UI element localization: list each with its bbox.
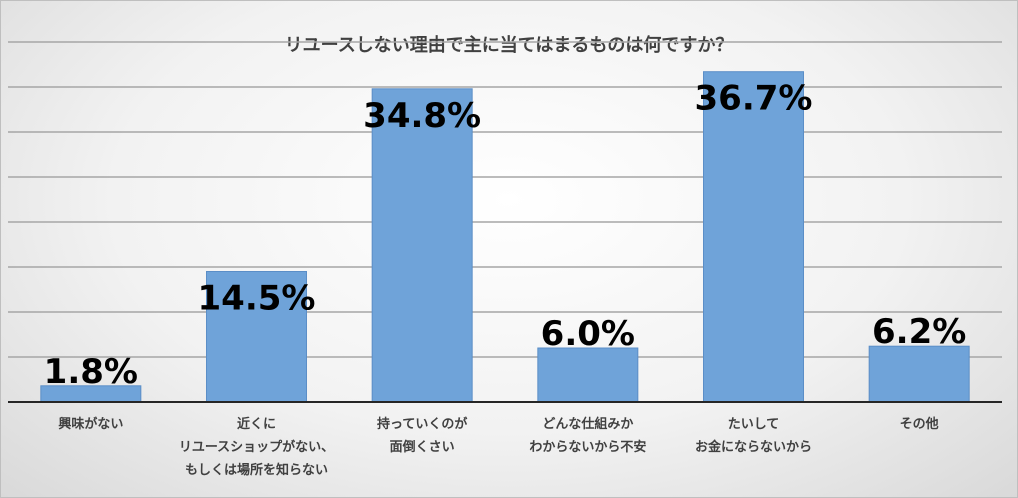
category-label: わからないから不安 — [529, 439, 646, 455]
bar — [371, 88, 473, 403]
data-label: 34.8% — [363, 96, 481, 136]
data-label: 1.8% — [44, 352, 138, 392]
category-label: その他 — [900, 416, 939, 432]
category-label: 持っていくのが — [377, 416, 467, 432]
data-label: 6.2% — [872, 312, 966, 352]
category-label: 興味がない — [58, 416, 123, 432]
category-label: どんな仕組みか — [542, 416, 633, 432]
category-label: 近くに — [237, 416, 276, 432]
data-label: 36.7% — [695, 79, 813, 119]
bar — [703, 71, 804, 403]
category-label: リユースショップがない、 — [179, 439, 334, 455]
category-label: もしくは場所を知らない — [185, 462, 328, 478]
category-label: たいして — [728, 417, 780, 432]
bar — [206, 271, 307, 403]
data-label: 14.5% — [198, 279, 316, 319]
category-label: 面倒くさい — [390, 439, 455, 455]
chart-title: リユースしない理由で主に当てはまるものは何ですか？ — [284, 35, 734, 56]
category-label: お金にならないから — [695, 439, 812, 455]
bar — [868, 345, 970, 403]
bar — [537, 347, 639, 403]
data-label: 6.0% — [541, 314, 635, 354]
